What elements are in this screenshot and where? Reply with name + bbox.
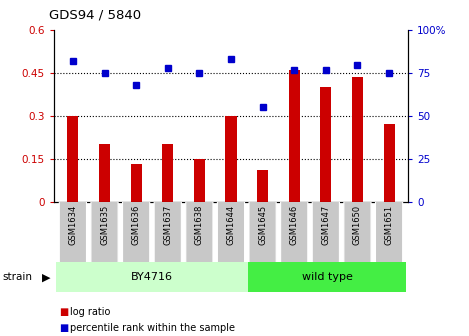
Text: strain: strain [2, 272, 32, 282]
Bar [289, 70, 300, 202]
Text: log ratio: log ratio [70, 307, 111, 318]
Bar [352, 77, 363, 202]
Bar [194, 159, 205, 202]
Bar [68, 116, 78, 202]
Text: GSM1646: GSM1646 [290, 205, 299, 245]
Bar [257, 170, 268, 202]
FancyBboxPatch shape [59, 201, 86, 263]
Text: ▶: ▶ [42, 272, 51, 282]
Text: GSM1638: GSM1638 [195, 205, 204, 245]
Text: GSM1645: GSM1645 [258, 205, 267, 245]
Text: GSM1647: GSM1647 [321, 205, 330, 245]
Text: GSM1636: GSM1636 [132, 205, 141, 245]
Text: GSM1637: GSM1637 [163, 205, 172, 245]
Bar [130, 164, 142, 202]
Text: BY4716: BY4716 [131, 272, 173, 282]
Text: GSM1651: GSM1651 [385, 205, 393, 245]
FancyBboxPatch shape [280, 201, 308, 263]
Text: wild type: wild type [302, 272, 353, 282]
Bar [226, 116, 236, 202]
Text: percentile rank within the sample: percentile rank within the sample [70, 323, 235, 333]
Bar [320, 87, 332, 202]
FancyBboxPatch shape [249, 201, 276, 263]
Bar [384, 125, 394, 202]
Text: ■: ■ [59, 307, 68, 318]
Bar [162, 144, 173, 202]
FancyBboxPatch shape [122, 201, 150, 263]
Text: ■: ■ [59, 323, 68, 333]
Text: GSM1634: GSM1634 [68, 205, 77, 245]
Bar [99, 144, 110, 202]
FancyBboxPatch shape [91, 201, 118, 263]
FancyBboxPatch shape [344, 201, 371, 263]
Text: GSM1644: GSM1644 [227, 205, 235, 245]
Bar [249, 262, 407, 292]
FancyBboxPatch shape [186, 201, 213, 263]
Text: GDS94 / 5840: GDS94 / 5840 [49, 9, 141, 22]
FancyBboxPatch shape [376, 201, 403, 263]
Text: GSM1635: GSM1635 [100, 205, 109, 245]
FancyBboxPatch shape [154, 201, 182, 263]
Bar [55, 262, 249, 292]
FancyBboxPatch shape [218, 201, 244, 263]
FancyBboxPatch shape [312, 201, 340, 263]
Text: GSM1650: GSM1650 [353, 205, 362, 245]
